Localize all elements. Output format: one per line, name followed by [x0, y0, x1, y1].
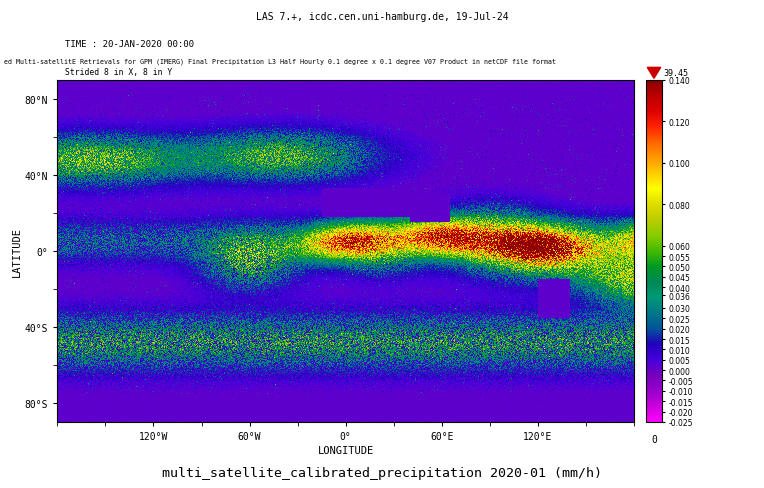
Text: ed Multi-satellitE Retrievals for GPM (IMERG) Final Precipitation L3 Half Hourly: ed Multi-satellitE Retrievals for GPM (I…: [4, 58, 556, 64]
Polygon shape: [647, 68, 661, 79]
Text: 0: 0: [651, 434, 657, 444]
Text: multi_satellite_calibrated_precipitation 2020-01 (mm/h): multi_satellite_calibrated_precipitation…: [162, 466, 602, 479]
Text: 39.45: 39.45: [664, 69, 688, 78]
Text: LAS 7.+, icdc.cen.uni-hamburg.de, 19-Jul-24: LAS 7.+, icdc.cen.uni-hamburg.de, 19-Jul…: [256, 12, 508, 22]
Text: TIME : 20-JAN-2020 00:00: TIME : 20-JAN-2020 00:00: [65, 40, 194, 49]
X-axis label: LONGITUDE: LONGITUDE: [318, 445, 374, 455]
Text: Strided 8 in X, 8 in Y: Strided 8 in X, 8 in Y: [65, 68, 172, 77]
Y-axis label: LATITUDE: LATITUDE: [12, 226, 22, 276]
